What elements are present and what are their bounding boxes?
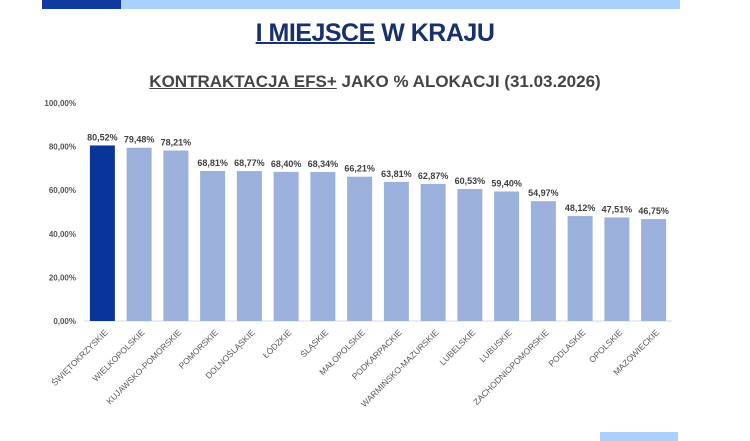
x-tick-label: WARMIŃSKO-MAZURSKIE xyxy=(359,327,441,409)
bar xyxy=(567,216,593,321)
bar xyxy=(494,191,520,321)
bar xyxy=(383,181,409,321)
bar xyxy=(530,201,556,321)
x-tick-label: ŁÓDZKIE xyxy=(261,327,294,360)
title-underlined: I MIEJSCE xyxy=(255,19,376,47)
bar xyxy=(604,217,630,321)
title-rest: W KRAJU xyxy=(374,19,495,47)
page-title: I MIEJSCE W KRAJU xyxy=(0,19,750,48)
data-label: 66,21% xyxy=(344,164,375,174)
bar xyxy=(163,150,189,321)
x-tick-label: LUBUSKIE xyxy=(477,327,514,364)
data-label: 54,97% xyxy=(528,188,559,198)
data-label: 48,12% xyxy=(565,203,596,213)
bar xyxy=(310,172,336,321)
data-label: 47,51% xyxy=(602,204,633,214)
y-tick-label: 40,00% xyxy=(49,230,76,239)
data-label: 60,53% xyxy=(455,176,486,186)
x-tick-label: ZACHODNIOPOMORSKIE xyxy=(471,327,551,407)
chart-title-underlined: KONTRAKTACJA EFS+ xyxy=(149,72,337,91)
data-label: 78,21% xyxy=(161,138,192,148)
data-label: 62,87% xyxy=(418,171,449,181)
bar xyxy=(457,189,483,321)
y-tick-label: 80,00% xyxy=(49,143,76,152)
bar xyxy=(89,145,115,321)
x-tick-label: PODLASKIE xyxy=(546,327,587,368)
data-label: 68,81% xyxy=(197,158,228,168)
chart-title: KONTRAKTACJA EFS+ JAKO % ALOKACJI (31.03… xyxy=(0,72,750,92)
bar xyxy=(641,219,667,321)
data-label: 80,52% xyxy=(87,132,118,142)
y-tick-label: 60,00% xyxy=(49,186,76,195)
bar xyxy=(126,147,152,321)
data-label: 79,48% xyxy=(124,135,155,145)
y-tick-label: 0,00% xyxy=(53,317,76,326)
x-tick-label: OPOLSKIE xyxy=(587,327,625,365)
data-label: 63,81% xyxy=(381,169,412,179)
data-label: 46,75% xyxy=(638,206,669,216)
bar xyxy=(347,176,373,321)
data-label: 68,77% xyxy=(234,158,265,168)
data-label: 68,40% xyxy=(271,159,302,169)
data-label: 59,40% xyxy=(491,179,522,189)
top-banner-bar xyxy=(42,0,680,9)
bar xyxy=(200,170,226,321)
x-tick-label: ŚLĄSKIE xyxy=(297,326,330,359)
data-label: 68,34% xyxy=(308,159,339,169)
x-tick-label: LUBELSKIE xyxy=(437,327,477,367)
y-tick-label: 20,00% xyxy=(49,273,76,282)
chart-title-rest: JAKO % ALOKACJI (31.03.2026) xyxy=(336,72,601,91)
bar xyxy=(236,171,262,321)
bar xyxy=(420,183,446,321)
y-tick-label: 100,00% xyxy=(44,99,76,108)
bottom-banner-bar xyxy=(600,432,678,441)
x-tick-label: KUJAWSKO-POMORSKIE xyxy=(104,327,183,406)
top-banner-accent xyxy=(42,0,121,9)
bar xyxy=(273,171,299,321)
